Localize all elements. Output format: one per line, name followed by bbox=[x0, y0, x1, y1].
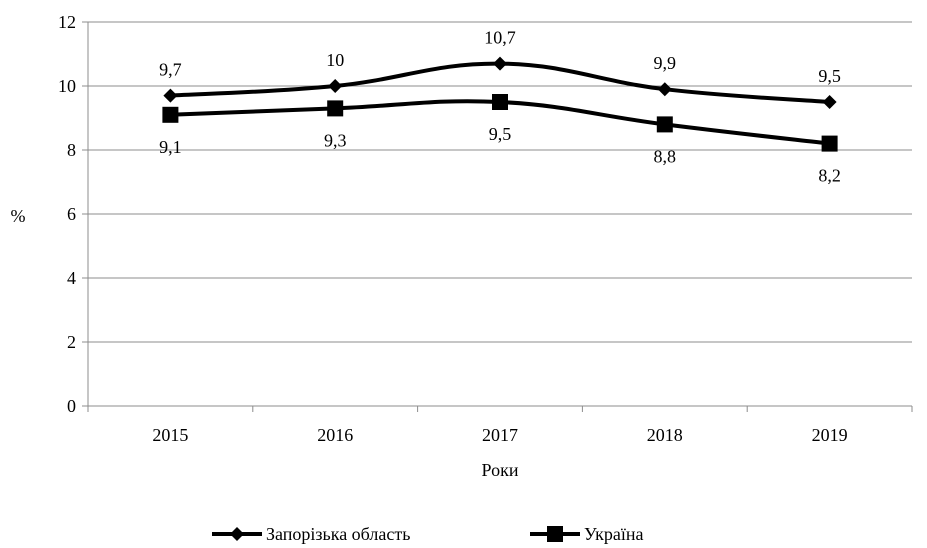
y-axis-title: % bbox=[11, 206, 26, 226]
data-point-marker bbox=[492, 94, 508, 110]
x-tick-label: 2017 bbox=[482, 425, 518, 445]
legend-marker bbox=[547, 526, 563, 542]
axes bbox=[87, 22, 913, 412]
legend-label: Запорізька область bbox=[266, 524, 410, 544]
series-1: 9,7 10 10,7 9,9 9,5 bbox=[159, 28, 841, 109]
data-point-marker bbox=[821, 135, 838, 152]
data-point-marker bbox=[493, 56, 507, 71]
legend: Запорізька область Україна bbox=[212, 524, 644, 544]
series-group: 9,7 10 10,7 9,9 9,5 9,1 9,3 9,5 8,8 8,2 bbox=[159, 28, 841, 186]
x-tick-labels: 2015 2016 2017 2018 2019 bbox=[152, 425, 847, 445]
x-tick-label: 2019 bbox=[812, 425, 848, 445]
data-label: 9,5 bbox=[489, 124, 512, 144]
series-2: 9,1 9,3 9,5 8,8 8,2 bbox=[159, 94, 841, 186]
y-tick-label: 2 bbox=[67, 332, 76, 352]
x-tick-label: 2015 bbox=[152, 425, 188, 445]
data-point-marker bbox=[656, 116, 673, 133]
data-label: 10 bbox=[326, 50, 344, 70]
legend-label: Україна bbox=[584, 524, 644, 544]
gridlines bbox=[82, 21, 912, 407]
y-tick-label: 10 bbox=[58, 76, 76, 96]
data-point-marker bbox=[162, 106, 179, 123]
data-point-marker bbox=[327, 100, 344, 117]
data-label: 9,9 bbox=[654, 53, 677, 73]
y-tick-labels: 0 2 4 6 8 10 12 bbox=[58, 12, 76, 416]
legend-item: Запорізька область bbox=[212, 524, 410, 544]
y-tick-label: 12 bbox=[58, 12, 76, 32]
x-tick-label: 2018 bbox=[647, 425, 683, 445]
y-tick-label: 8 bbox=[67, 140, 76, 160]
data-label: 9,5 bbox=[818, 66, 841, 86]
data-point-marker bbox=[328, 79, 343, 93]
data-label: 8,2 bbox=[818, 166, 841, 186]
y-tick-label: 0 bbox=[67, 396, 76, 416]
y-tick-label: 6 bbox=[67, 204, 76, 224]
data-label: 9,3 bbox=[324, 130, 347, 150]
legend-marker bbox=[230, 527, 244, 541]
data-label: 8,8 bbox=[654, 146, 677, 166]
data-label: 9,7 bbox=[159, 60, 182, 80]
data-label: 9,1 bbox=[159, 137, 182, 157]
data-label: 10,7 bbox=[484, 28, 516, 48]
legend-item: Україна bbox=[530, 524, 644, 544]
y-tick-label: 4 bbox=[67, 268, 76, 288]
x-tick-label: 2016 bbox=[317, 425, 353, 445]
data-point-marker bbox=[822, 95, 837, 109]
x-axis-title: Роки bbox=[482, 460, 519, 480]
data-point-marker bbox=[163, 88, 178, 103]
data-point-marker bbox=[657, 82, 672, 97]
